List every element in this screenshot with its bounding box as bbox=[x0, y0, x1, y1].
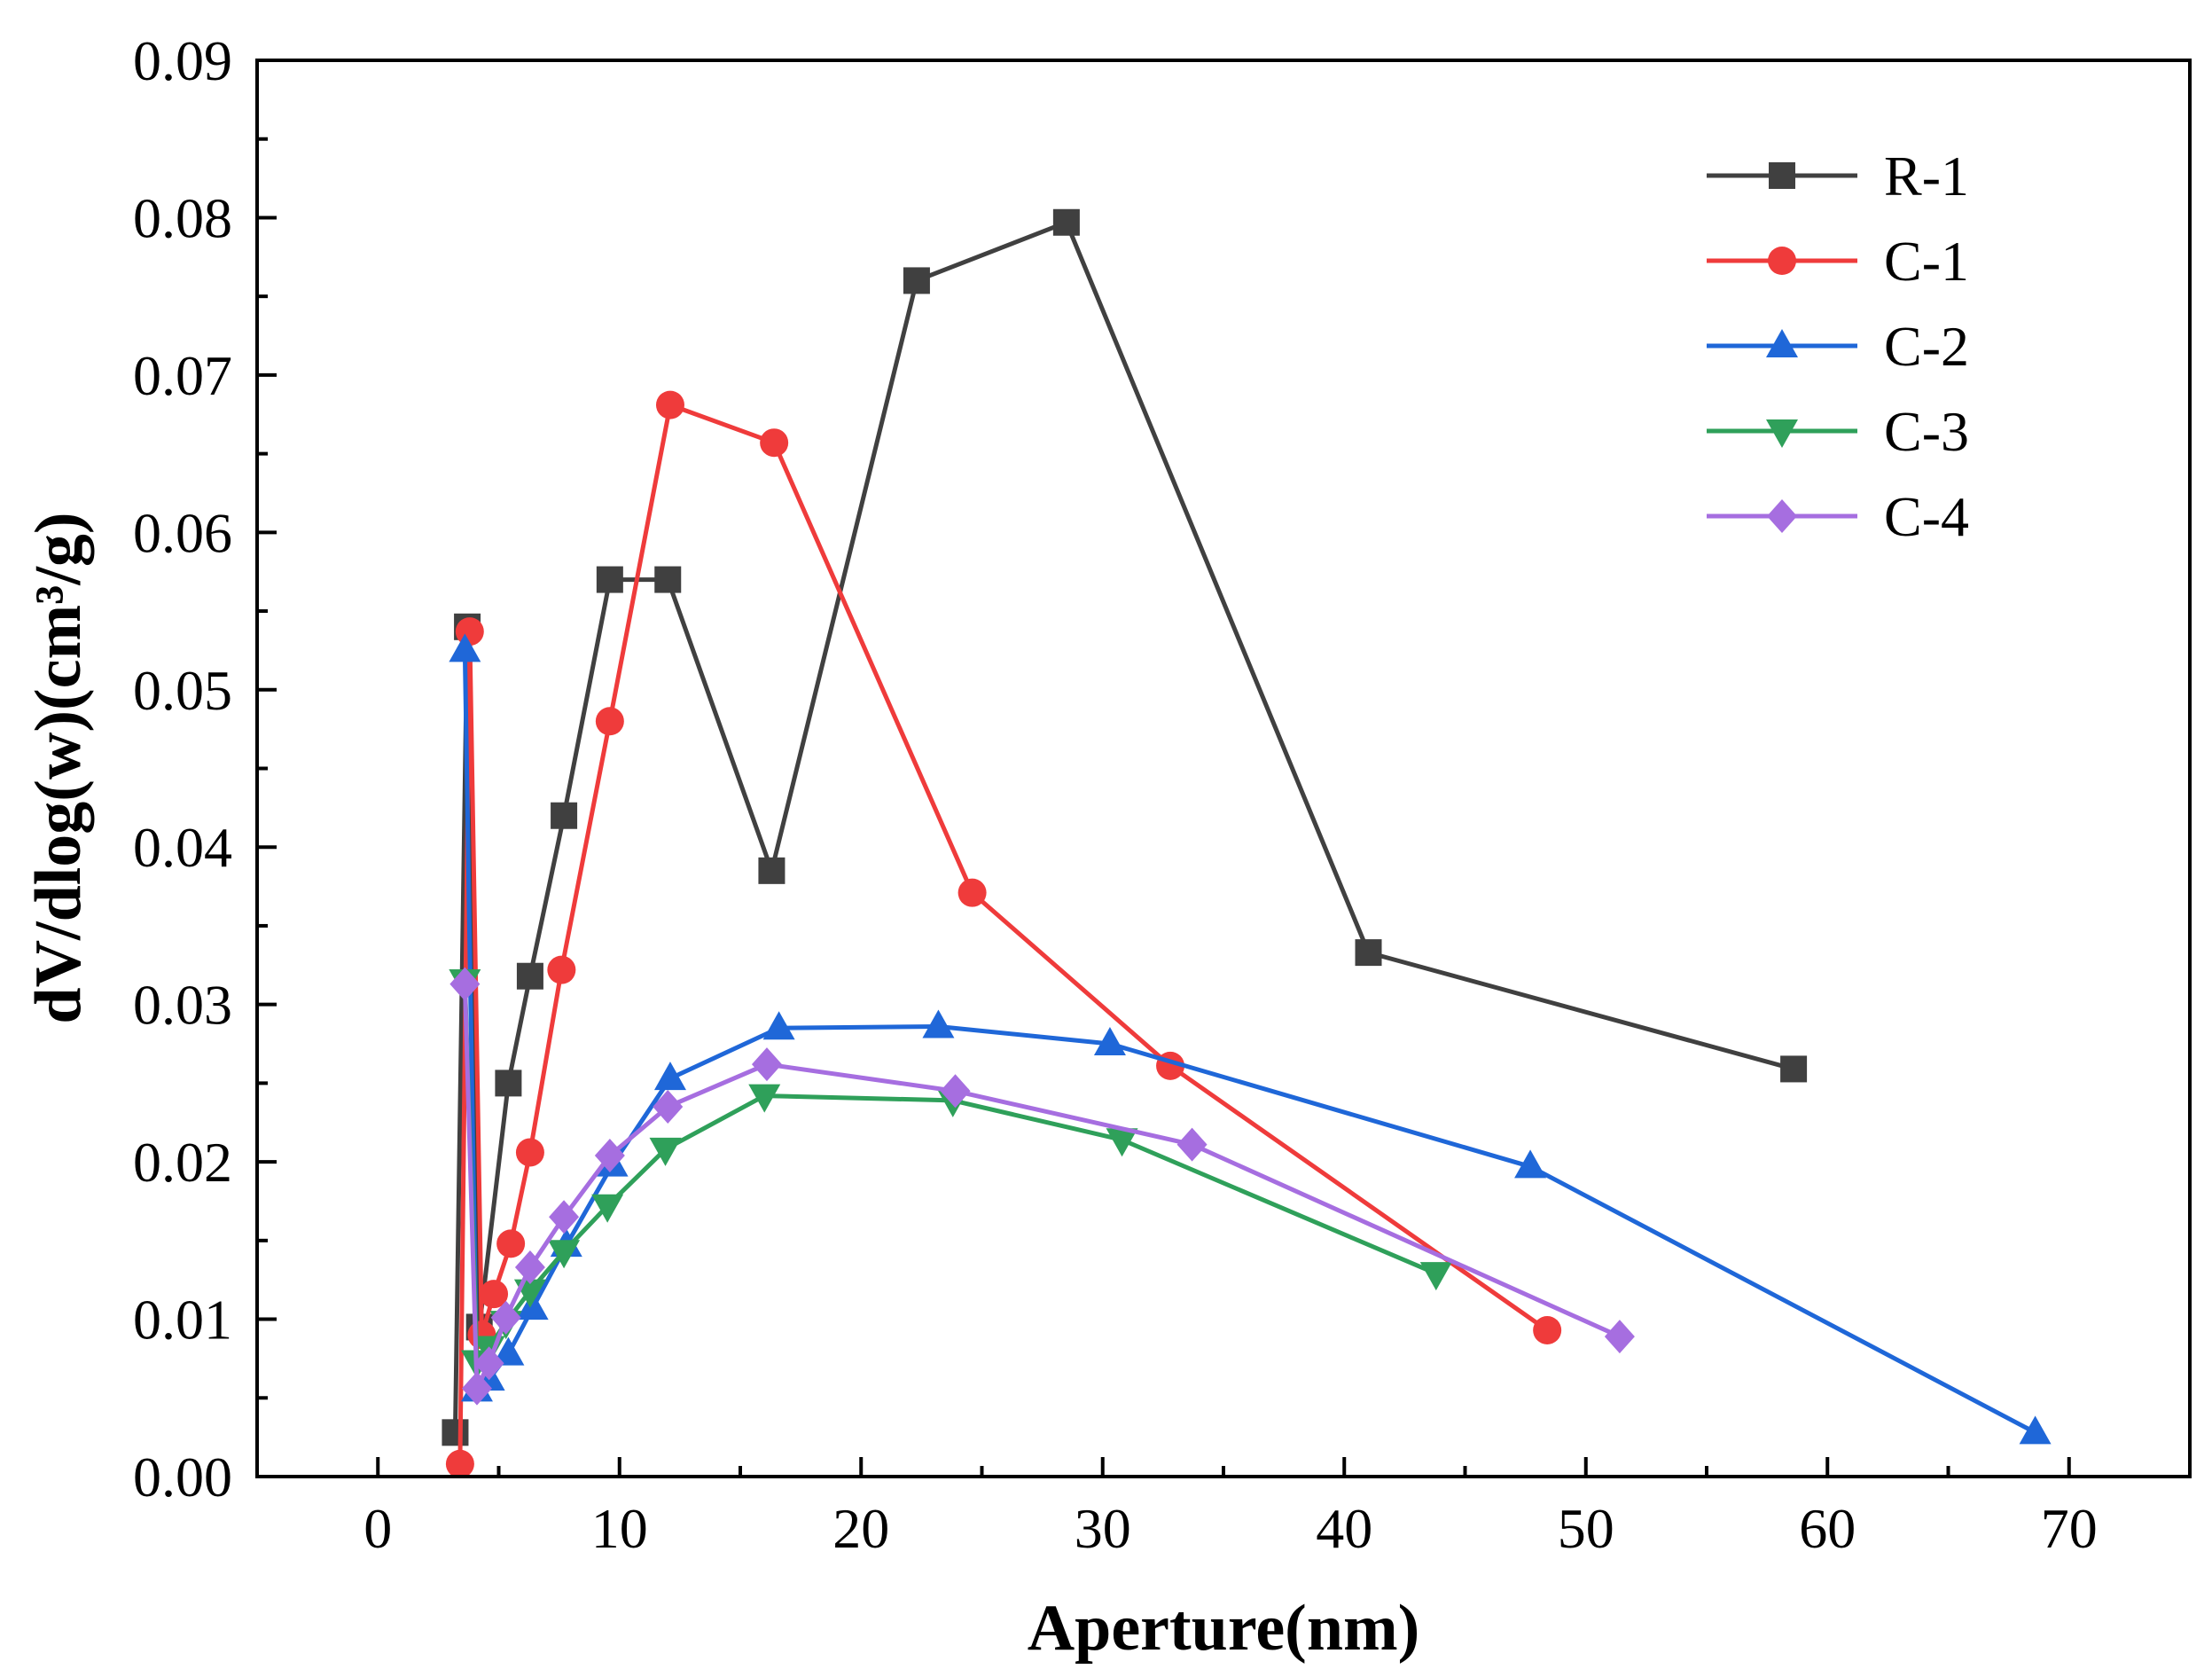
data-point-r-1 bbox=[516, 962, 543, 990]
y-tick-label: 0.02 bbox=[133, 1131, 232, 1194]
data-point-c-2 bbox=[449, 633, 481, 662]
data-point-r-1 bbox=[442, 1419, 469, 1446]
x-tick-label: 30 bbox=[1075, 1497, 1131, 1560]
data-series bbox=[442, 208, 2052, 1478]
data-point-r-1 bbox=[551, 802, 578, 829]
legend-label-c-4: C-4 bbox=[1884, 485, 1969, 548]
y-tick-label: 0.00 bbox=[133, 1446, 232, 1509]
y-axis-title: dV/dlog(w)(cm³/g) bbox=[22, 512, 95, 1023]
axis-ticks: 0 10 20 30 40 50 60 70 0.00 0.01 0.02 0.03 0.04 0.05 0… bbox=[133, 29, 2192, 1560]
data-point-c-2 bbox=[653, 1062, 686, 1091]
x-tick-label: 60 bbox=[1799, 1497, 1856, 1560]
data-point-c-2 bbox=[762, 1011, 795, 1040]
data-point-c-1 bbox=[760, 428, 789, 458]
x-tick-label: 70 bbox=[2041, 1497, 2098, 1560]
plot-frame bbox=[255, 59, 2192, 1478]
y-tick-label: 0.03 bbox=[133, 974, 232, 1037]
data-point-c-2 bbox=[2019, 1415, 2052, 1445]
data-point-c-4 bbox=[594, 1139, 625, 1173]
x-tick-label: 40 bbox=[1316, 1497, 1372, 1560]
data-point-c-2 bbox=[922, 1009, 955, 1038]
data-point-c-1 bbox=[957, 878, 987, 907]
data-point-r-1 bbox=[1780, 1055, 1808, 1083]
legend-marker-c-1 bbox=[1768, 247, 1796, 275]
data-point-c-1 bbox=[1533, 1315, 1562, 1344]
data-point-c-4 bbox=[490, 1300, 521, 1335]
data-point-c-4 bbox=[514, 1250, 545, 1284]
legend-marker-r-1 bbox=[1769, 162, 1795, 189]
y-tick-label: 0.05 bbox=[133, 659, 232, 722]
data-point-c-1 bbox=[655, 390, 684, 419]
data-point-r-1 bbox=[654, 566, 682, 593]
data-point-c-3 bbox=[649, 1137, 682, 1166]
data-point-c-2 bbox=[1093, 1027, 1126, 1056]
data-point-c-2 bbox=[516, 1291, 549, 1320]
data-point-c-1 bbox=[455, 617, 484, 647]
x-axis-title: Aperture(nm) bbox=[1028, 1592, 1420, 1665]
x-tick-label: 10 bbox=[591, 1497, 648, 1560]
data-point-c-4 bbox=[461, 1371, 492, 1406]
data-point-c-2 bbox=[492, 1336, 525, 1366]
series-c-1 bbox=[445, 390, 1562, 1478]
data-point-r-1 bbox=[758, 857, 786, 884]
data-point-c-1 bbox=[480, 1280, 509, 1309]
data-point-c-1 bbox=[595, 707, 624, 736]
data-point-c-3 bbox=[548, 1240, 581, 1269]
data-point-r-1 bbox=[596, 566, 623, 593]
data-point-c-4 bbox=[653, 1090, 684, 1125]
data-point-c-4 bbox=[549, 1200, 580, 1234]
y-tick-label: 0.06 bbox=[133, 501, 232, 564]
data-point-r-1 bbox=[1355, 939, 1382, 967]
data-point-c-3 bbox=[1106, 1128, 1138, 1157]
data-point-c-4 bbox=[1176, 1127, 1208, 1162]
data-point-c-1 bbox=[547, 955, 576, 984]
data-point-r-1 bbox=[903, 267, 930, 294]
data-point-c-4 bbox=[449, 967, 481, 1001]
data-point-c-1 bbox=[496, 1229, 526, 1258]
y-tick-label: 0.04 bbox=[133, 816, 232, 879]
data-point-c-2 bbox=[1514, 1149, 1547, 1179]
data-point-c-3 bbox=[591, 1194, 624, 1223]
data-point-c-4 bbox=[473, 1346, 504, 1381]
data-point-c-3 bbox=[748, 1084, 781, 1113]
data-point-r-1 bbox=[495, 1070, 522, 1097]
y-tick-label: 0.07 bbox=[133, 344, 232, 407]
data-point-c-1 bbox=[515, 1138, 544, 1167]
data-point-r-1 bbox=[1052, 208, 1080, 236]
legend-marker-c-4 bbox=[1767, 499, 1797, 533]
legend-label-c-1: C-1 bbox=[1884, 230, 1969, 293]
x-tick-label: 50 bbox=[1558, 1497, 1614, 1560]
legend-marker-c-3 bbox=[1766, 419, 1798, 448]
legend-label-c-3: C-3 bbox=[1884, 400, 1969, 463]
x-tick-label: 20 bbox=[832, 1497, 889, 1560]
y-tick-label: 0.09 bbox=[133, 29, 232, 92]
data-point-c-3 bbox=[1419, 1262, 1452, 1291]
legend-label-c-2: C-2 bbox=[1884, 315, 1969, 378]
legend: R-1 C-1 C-2 C-3 C-4 bbox=[1707, 145, 1969, 548]
data-point-c-4 bbox=[940, 1074, 971, 1109]
data-point-c-4 bbox=[751, 1047, 782, 1082]
legend-marker-c-2 bbox=[1766, 329, 1798, 357]
legend-label-r-1: R-1 bbox=[1884, 145, 1969, 208]
x-tick-label: 0 bbox=[363, 1497, 392, 1560]
series-c-4 bbox=[449, 967, 1635, 1406]
data-point-c-4 bbox=[1604, 1320, 1635, 1354]
y-tick-label: 0.01 bbox=[133, 1289, 232, 1352]
y-tick-label: 0.08 bbox=[133, 186, 232, 249]
data-point-c-1 bbox=[445, 1449, 474, 1478]
